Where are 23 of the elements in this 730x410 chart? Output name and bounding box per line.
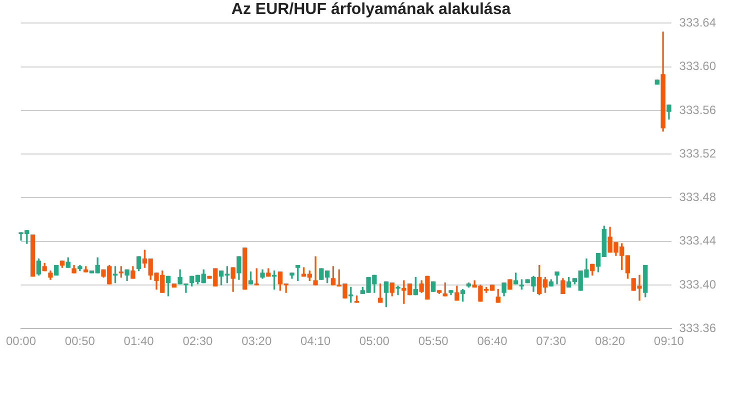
y-tick-label: 333.56 — [679, 102, 716, 117]
candlestick — [396, 286, 400, 296]
x-tick-label: 07:30 — [536, 334, 566, 348]
x-tick-label: 04:10 — [300, 334, 331, 348]
chart-title: Az EUR/HUF árfolyamának alakulása — [231, 1, 511, 18]
y-tick-label: 333.60 — [679, 59, 716, 74]
y-tick-label: 333.40 — [679, 277, 716, 292]
x-tick-label: 01:40 — [124, 334, 154, 348]
x-tick-label: 08:20 — [595, 334, 626, 348]
x-tick-label: 00:50 — [64, 334, 96, 348]
candlestick — [313, 256, 318, 286]
y-tick-label: 333.36 — [679, 320, 716, 335]
x-tick-label: 02:30 — [182, 334, 214, 348]
x-tick-label: 05:00 — [359, 334, 390, 348]
y-tick-label: 333.52 — [679, 146, 716, 160]
y-tick-label: 333.64 — [679, 16, 716, 30]
x-tick-label: 00:00 — [6, 334, 36, 348]
x-tick-label: 09:10 — [654, 334, 684, 348]
y-tick-label: 333.48 — [679, 190, 716, 204]
x-tick-label: 03:20 — [242, 334, 272, 348]
x-tick-label: 06:40 — [477, 334, 508, 348]
x-tick-label: 05:50 — [418, 334, 449, 348]
y-tick-label: 333.44 — [679, 234, 716, 248]
